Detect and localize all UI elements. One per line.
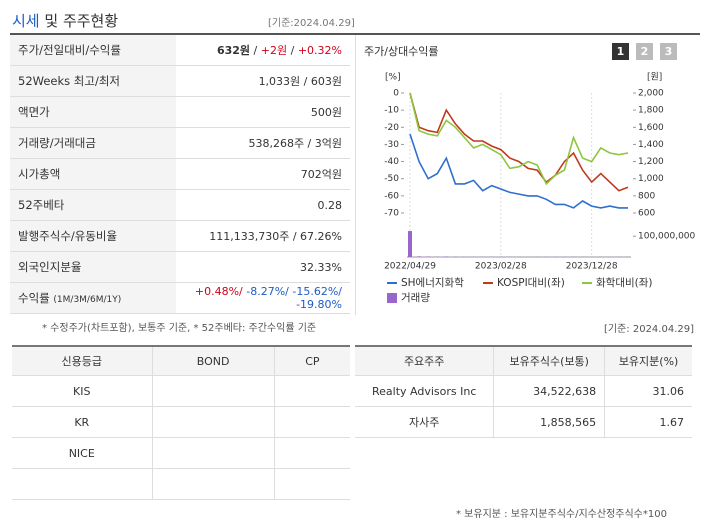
header-cell: BOND [151,345,275,376]
holders-date: [기준: 2024.04.29] [604,324,695,335]
value: +0.32% [297,44,342,57]
x-tick-label: 2023/12/28 [566,262,618,272]
holders-table: 주요주주 보유주식수(보통) 보유지분(%) Realty Advisors Inc… [355,345,692,438]
legend-swatch [387,293,397,303]
y2-tick-label: 1,400 [638,140,664,150]
cell: 1.67 [604,406,692,438]
label: 발행주식수/유동비율 [10,220,176,252]
x-tick-label: 2023/02/28 [475,262,527,272]
y-tick-label: -60 [384,191,399,201]
label: 주가/전일대비/수익률 [10,35,176,66]
header-cell: CP [273,345,350,376]
summary-table: 주가/전일대비/수익률 632원 / +2원 / +0.32% 52Weeks 최… [10,35,350,314]
value: 111,133,730주 / 67.26% [176,220,350,252]
value: -15.62%/ [292,285,342,298]
cell: NICE [12,437,153,469]
chart-panel [355,35,701,315]
cell: Realty Advisors Inc [355,375,494,407]
value: 1,033원 / 603원 [176,65,350,97]
y2-tick-label: 1,800 [638,106,664,116]
title-rest: 및 주주현황 [44,12,119,30]
y2-tick-label: 2,000 [638,89,664,99]
value: 500원 [176,96,350,128]
sep: / [290,44,295,57]
y2-tick-label: 800 [638,191,655,201]
line [409,133,628,209]
volume-tick-label: 100,000,000 [638,232,696,242]
ratings-table: 신용등급 BOND CP KIS KR NICE [12,345,350,500]
note: * 보유지분 : 보유지분주식수/지수산정주식수*100 [456,509,667,520]
legend-label: 화학대비(좌) [596,277,653,289]
chart: 주가/상대수익률 1 2 3 [%] [원] 0 -10 -20 -30 -40 -50 -60 -70… [364,43,696,304]
y-tick-label: -30 [384,140,399,150]
volume-bar [408,231,412,257]
y2-tick-label: 1,000 [638,174,664,184]
y-tick-label: -10 [384,106,399,116]
label: 52주베타 [10,189,176,221]
label: 액면가 [10,96,176,128]
cell: KIS [12,375,153,407]
line [409,92,629,186]
note: * 수정주가(차트포함), 보통주 기준, * 52주베타: 주간수익률 기준 [42,323,317,334]
tab[interactable] [612,43,629,60]
cell: 31.06 [604,375,692,407]
y-tick-label: -40 [384,157,399,167]
cell: KR [12,406,153,438]
value: 538,268주 / 3억원 [176,127,350,159]
value: -19.80% [296,298,342,311]
header-cell: 신용등급 [12,345,153,376]
header-title: 시세 및 주주현황 [12,10,118,31]
value: 632원 [216,44,251,57]
line [409,92,629,192]
tab-label[interactable]: 1 [617,45,625,58]
header-cell: 보유지분(%) [604,345,692,376]
label-cell: 수익률 (1M/3M/6M/1Y) [10,282,176,314]
y-tick-label: 0 [393,89,399,99]
label: 거래량/거래대금 [10,127,176,159]
label: 52Weeks 최고/최저 [10,65,176,97]
tab-label[interactable]: 2 [641,45,649,58]
label: 수익률 [18,291,50,305]
cell: 1,858,565 [493,406,605,438]
y-tick-label: -20 [384,123,399,133]
x-tick-label: 2022/04/29 [384,262,436,272]
header-cell: 보유주식수(보통) [493,345,605,376]
rule [10,33,700,35]
label: 외국인지분율 [10,251,176,283]
value: +0.48%/ [194,285,243,298]
sep: / [253,44,258,57]
y2-tick-label: 600 [638,209,655,219]
header-date: [기준:2024.04.29] [268,18,355,29]
cell: 자사주 [355,406,494,438]
title-main: 시세 [12,12,40,30]
value: 32.33% [176,251,350,283]
label: 시가총액 [10,158,176,190]
value: +2원 [260,44,288,57]
tab-label[interactable]: 3 [665,45,673,58]
y2-tick-label: 1,600 [638,123,664,133]
chart-title: 주가/상대수익률 [364,45,439,58]
header-cell: 주요주주 [355,345,494,376]
y2-tick-label: 1,200 [638,157,664,167]
value: -8.27%/ [246,285,289,298]
tab[interactable] [660,43,677,60]
volume-bar [417,256,422,257]
y-tick-label: -50 [384,174,399,184]
tab[interactable] [636,43,653,60]
value: 702억원 [176,158,350,190]
sublabel: (1M/3M/6M/1Y) [53,295,122,305]
legend-label: 거래량 [401,292,430,304]
y-tick-label: -70 [384,209,399,219]
legend-label: KOSPI대비(좌) [497,277,565,289]
y2-unit: [원] [647,72,662,83]
volume-bar [444,256,449,257]
value: 0.28 [176,189,350,221]
legend-label: SH에너지화학 [401,277,464,289]
y-unit: [%] [385,73,401,83]
cell: 34,522,638 [493,375,605,407]
